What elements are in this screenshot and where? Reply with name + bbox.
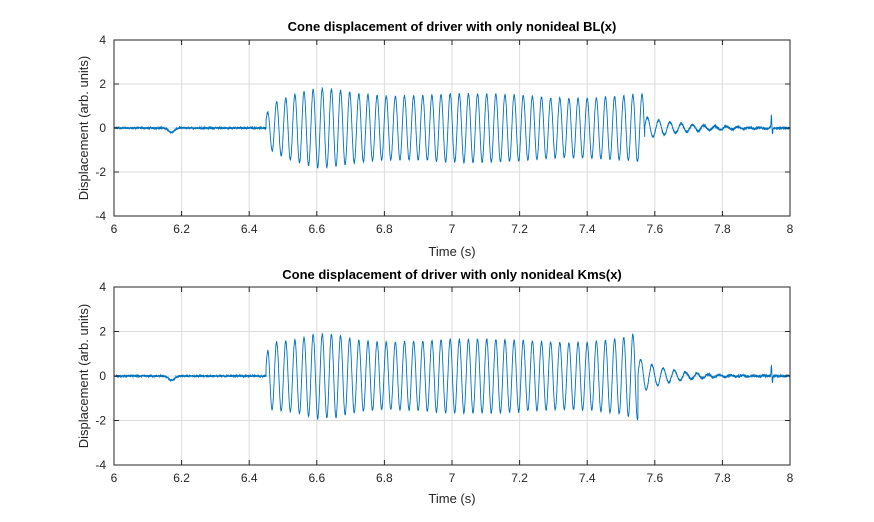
x-tick-label: 7: [449, 222, 456, 236]
y-tick-label: 0: [99, 369, 106, 383]
y-tick-label: -4: [95, 209, 106, 223]
x-tick-label: 6.8: [376, 222, 393, 236]
x-tick-label: 6.6: [308, 471, 325, 485]
x-tick-label: 6.2: [173, 471, 190, 485]
y-tick-label: 0: [99, 121, 106, 135]
y-tick-label: 4: [99, 280, 106, 294]
y-axis-label-bl: Displacement (arb. units): [76, 56, 91, 201]
series-line-kms: [114, 332, 790, 421]
x-tick-label: 7.8: [714, 471, 731, 485]
x-tick-label: 7.4: [579, 222, 596, 236]
x-axis-label-kms: Time (s): [428, 491, 475, 506]
x-tick-label: 6.4: [241, 222, 258, 236]
x-tick-label: 8: [787, 471, 794, 485]
x-tick-label: 6.6: [308, 222, 325, 236]
x-tick-label: 7: [449, 471, 456, 485]
x-tick-label: 6.2: [173, 222, 190, 236]
x-tick-label: 7.4: [579, 471, 596, 485]
subplot-kms: 6 6.2 6.4 6.6 6.8 7 7.2 7.4 7.6 7.8 8 4 2 0 -2 -4 Cone d…: [76, 267, 794, 506]
chart-title-kms: Cone displacement of driver with only no…: [282, 267, 622, 282]
x-tick-label: 6: [111, 471, 118, 485]
x-tick-label: 8: [787, 222, 794, 236]
y-tick-label: 2: [99, 325, 106, 339]
x-tick-label: 7.6: [646, 222, 663, 236]
y-tick-label: 4: [99, 33, 106, 47]
subplot-bl: 6 6.2 6.4 6.6 6.8 7 7.2 7.4 7.6 7.8 8 4 2 0 -2 -4 Cone d…: [76, 19, 794, 259]
y-tick-label: 2: [99, 77, 106, 91]
x-axis-label-bl: Time (s): [428, 244, 475, 259]
x-tick-label: 7.8: [714, 222, 731, 236]
chart-title-bl: Cone displacement of driver with only no…: [288, 19, 617, 34]
series-line-bl: [114, 86, 790, 169]
y-tick-label: -2: [95, 165, 106, 179]
y-axis-label-kms: Displacement (arb. units): [76, 304, 91, 449]
x-tick-label: 7.6: [646, 471, 663, 485]
x-tick-label: 6.4: [241, 471, 258, 485]
y-tick-label: -4: [95, 458, 106, 472]
x-tick-label: 6: [111, 222, 118, 236]
x-tick-label: 6.8: [376, 471, 393, 485]
x-tick-label: 7.2: [511, 471, 528, 485]
y-tick-label: -2: [95, 414, 106, 428]
x-tick-label: 7.2: [511, 222, 528, 236]
